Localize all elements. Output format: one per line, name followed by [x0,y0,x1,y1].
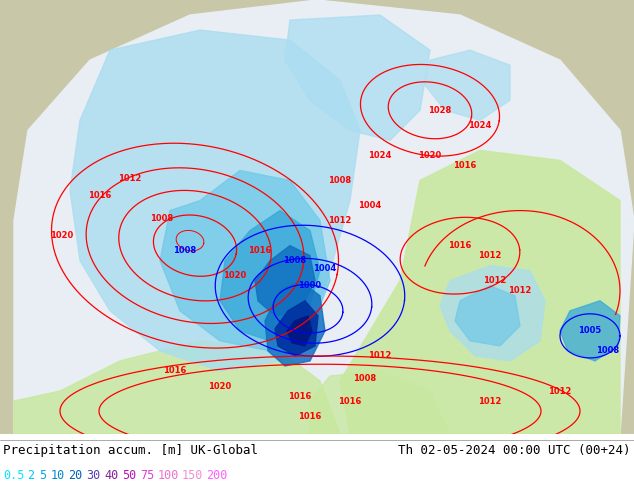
Text: 50: 50 [122,468,136,482]
Text: 10: 10 [51,468,65,482]
Text: 1016: 1016 [339,396,361,406]
Text: 20: 20 [68,468,82,482]
Polygon shape [255,245,315,316]
Text: 1016: 1016 [299,412,321,420]
Text: 1004: 1004 [313,264,337,273]
Text: 1012: 1012 [483,276,507,285]
Text: 1020: 1020 [209,382,231,391]
Polygon shape [287,316,312,346]
Text: 5: 5 [39,468,46,482]
Text: 100: 100 [158,468,179,482]
Text: 1024: 1024 [368,151,392,160]
Polygon shape [455,286,520,346]
Polygon shape [70,30,360,371]
Text: 1012: 1012 [119,174,141,183]
Text: 1000: 1000 [299,281,321,290]
Text: 1020: 1020 [223,271,247,280]
Polygon shape [265,281,325,366]
Text: 1016: 1016 [249,246,272,255]
Text: 1016: 1016 [448,241,472,250]
Text: Th 02-05-2024 00:00 UTC (00+24): Th 02-05-2024 00:00 UTC (00+24) [399,443,631,457]
Text: 40: 40 [104,468,119,482]
Text: Precipitation accum. [m] UK-Global: Precipitation accum. [m] UK-Global [3,443,258,457]
Text: 2: 2 [27,468,34,482]
Text: 1012: 1012 [508,286,532,295]
Text: 1008: 1008 [150,214,174,223]
Polygon shape [560,301,620,361]
Text: 200: 200 [206,468,228,482]
Polygon shape [340,150,620,434]
Polygon shape [285,15,430,140]
Text: 1012: 1012 [328,216,352,225]
Text: 0.5: 0.5 [3,468,24,482]
Text: 1028: 1028 [429,106,451,115]
Text: 1008: 1008 [174,246,197,255]
Polygon shape [0,0,634,434]
Text: 1005: 1005 [578,326,602,335]
Polygon shape [440,266,545,361]
Text: 1016: 1016 [453,161,477,170]
Text: 1020: 1020 [50,231,74,240]
Text: 1016: 1016 [164,367,186,375]
Text: 75: 75 [140,468,154,482]
Polygon shape [425,50,510,121]
Text: 1016: 1016 [88,191,112,200]
Polygon shape [160,171,330,351]
Text: 1008: 1008 [597,346,619,355]
Text: 1008: 1008 [283,256,307,265]
Text: 1024: 1024 [469,121,492,130]
Text: 1012: 1012 [368,351,392,361]
Text: 1008: 1008 [328,176,352,185]
Text: 1012: 1012 [548,387,572,395]
Text: 1012: 1012 [478,396,501,406]
Polygon shape [14,0,634,434]
Polygon shape [275,301,318,356]
Text: 1016: 1016 [288,392,312,400]
Text: 1004: 1004 [358,201,382,210]
Polygon shape [220,211,320,341]
Text: 1020: 1020 [418,151,442,160]
Text: 1008: 1008 [353,374,377,384]
Text: 30: 30 [86,468,101,482]
Text: 150: 150 [182,468,204,482]
Polygon shape [310,371,450,434]
Polygon shape [14,341,340,434]
Text: 1012: 1012 [478,251,501,260]
